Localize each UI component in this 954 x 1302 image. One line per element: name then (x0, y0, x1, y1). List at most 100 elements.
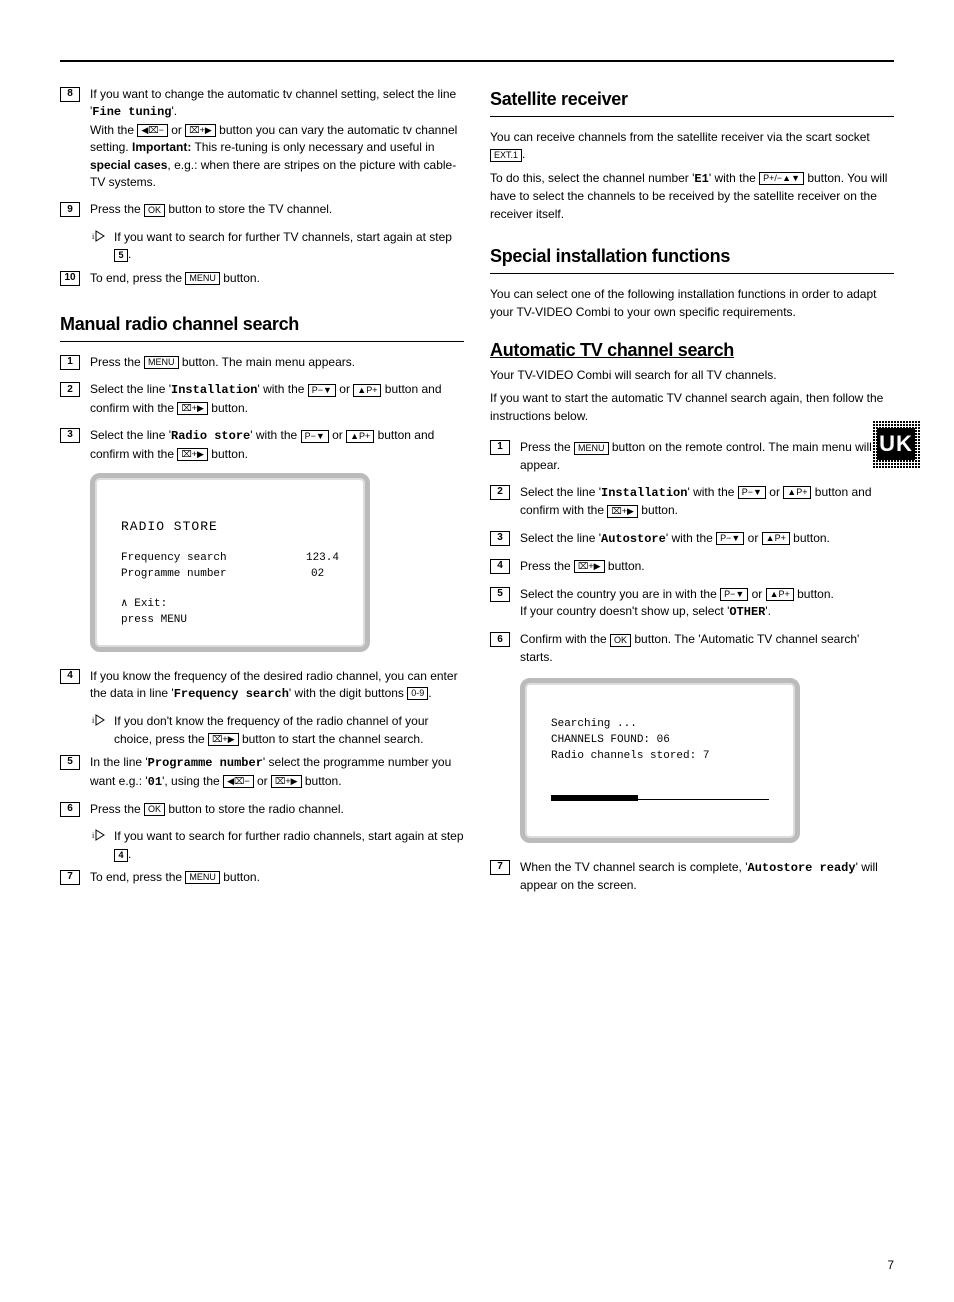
text: button. (220, 271, 260, 285)
line: CHANNELS FOUND: 06 (551, 733, 769, 749)
pdown-key: P−▼ (716, 532, 744, 545)
info-arrow-icon: i (90, 713, 106, 727)
text: If you want to start the automatic TV ch… (490, 390, 894, 425)
text: ' with the (666, 531, 716, 545)
step: 1 Press the MENU button on the remote co… (490, 439, 894, 474)
pdown-key: P−▼ (301, 430, 329, 443)
text: Your TV-VIDEO Combi will search for all … (490, 367, 894, 384)
text: Select the line ' (90, 428, 171, 442)
step-number: 1 (60, 355, 80, 370)
tip: i If you want to search for further radi… (90, 828, 464, 863)
right-key: ⌧+▶ (185, 124, 216, 137)
pplusminus-key: P+/−▲▼ (759, 172, 804, 185)
text: Select the line ' (520, 485, 601, 499)
right-key: ⌧+▶ (574, 560, 605, 573)
pup-key: ▲P+ (783, 486, 811, 499)
svg-text:i: i (92, 831, 95, 840)
text: You can select one of the following inst… (490, 286, 894, 321)
text: With the (90, 123, 137, 137)
text: If you want to search for further TV cha… (114, 230, 452, 244)
step: 7 When the TV channel search is complete… (490, 859, 894, 895)
mono: Programme number (148, 756, 263, 770)
text: This re-tuning is only necessary and use… (191, 140, 434, 154)
text: button. (794, 587, 834, 601)
step-number: 7 (60, 870, 80, 885)
heading-manual: Manual radio channel search (60, 311, 464, 337)
left-key: ◀⌧− (223, 775, 254, 788)
value: 02 (311, 567, 324, 583)
text: Press the (90, 355, 144, 369)
bold: Important: (132, 140, 191, 154)
pup-key: ▲P+ (762, 532, 790, 545)
heading-auto: Automatic TV channel search (490, 337, 894, 363)
text: button. (208, 401, 248, 415)
text: ' with the (687, 485, 737, 499)
mono: Radio store (171, 429, 250, 443)
page-number: 7 (887, 1257, 894, 1274)
heading-special: Special installation functions (490, 243, 894, 269)
tip: i If you want to search for further TV c… (90, 229, 464, 264)
text: button. The main menu appears. (179, 355, 356, 369)
step: 4 If you know the frequency of the desir… (60, 668, 464, 704)
language-badge: UK (872, 420, 920, 468)
exit: press MENU (121, 613, 339, 629)
step: 6 Confirm with the OK button. The 'Autom… (490, 631, 894, 666)
text: or (748, 587, 765, 601)
text: button. (208, 447, 248, 461)
svg-text:i: i (92, 232, 95, 241)
step-number: 6 (60, 802, 80, 817)
digits-key: 0-9 (407, 687, 428, 700)
text: or (329, 428, 346, 442)
step-number: 5 (60, 755, 80, 770)
text: ' with the (250, 428, 300, 442)
menu-key: MENU (185, 272, 220, 285)
right-key: ⌧+▶ (177, 402, 208, 415)
left-column: 8 If you want to change the automatic tv… (60, 86, 464, 905)
info-arrow-icon: i (90, 229, 106, 243)
step-number: 8 (60, 87, 80, 102)
step: 5 In the line 'Programme number' select … (60, 754, 464, 791)
radio-store-screen: RADIO STORE Frequency search123.4 Progra… (90, 473, 370, 652)
step: 5 Select the country you are in with the… (490, 586, 894, 622)
info-arrow-icon: i (90, 828, 106, 842)
pup-key: ▲P+ (766, 588, 794, 601)
step-number: 3 (60, 428, 80, 443)
step-number: 10 (60, 271, 80, 286)
pdown-key: P−▼ (720, 588, 748, 601)
exit: ∧ Exit: (121, 597, 339, 613)
text: or (766, 485, 783, 499)
mono: Autostore (601, 532, 666, 546)
text: To end, press the (90, 271, 185, 285)
ok-key: OK (610, 634, 631, 647)
mono: Frequency search (174, 687, 289, 701)
step-9: 9 Press the OK button to store the TV ch… (60, 201, 464, 218)
mono: E1 (694, 172, 708, 186)
label: Frequency search (121, 551, 256, 567)
text: You can receive channels from the satell… (490, 130, 870, 144)
top-rule (60, 60, 894, 62)
text: or (744, 531, 761, 545)
step-number: 1 (490, 440, 510, 455)
step-number: 9 (60, 202, 80, 217)
menu-key: MENU (144, 356, 179, 369)
step-number: 5 (490, 587, 510, 602)
right-key: ⌧+▶ (177, 448, 208, 461)
step: 4 Press the ⌧+▶ button. (490, 558, 894, 575)
step-10: 10 To end, press the MENU button. (60, 270, 464, 287)
left-key: ◀⌧− (137, 124, 168, 137)
value: 123.4 (306, 551, 339, 567)
right-column: Satellite receiver You can receive chann… (490, 86, 894, 905)
text: ' with the (709, 171, 759, 185)
text: button to store the TV channel. (165, 202, 332, 216)
text: button. (220, 870, 260, 884)
mono: Fine tuning (92, 105, 171, 119)
step: 3 Select the line 'Autostore' with the P… (490, 530, 894, 548)
step-number: 7 (490, 860, 510, 875)
svg-text:i: i (92, 716, 95, 725)
right-key: ⌧+▶ (271, 775, 302, 788)
menu-key: MENU (574, 442, 609, 455)
text: button. (302, 774, 342, 788)
step: 1 Press the MENU button. The main menu a… (60, 354, 464, 371)
text: ' with the digit buttons (289, 686, 407, 700)
text: Confirm with the (520, 632, 610, 646)
